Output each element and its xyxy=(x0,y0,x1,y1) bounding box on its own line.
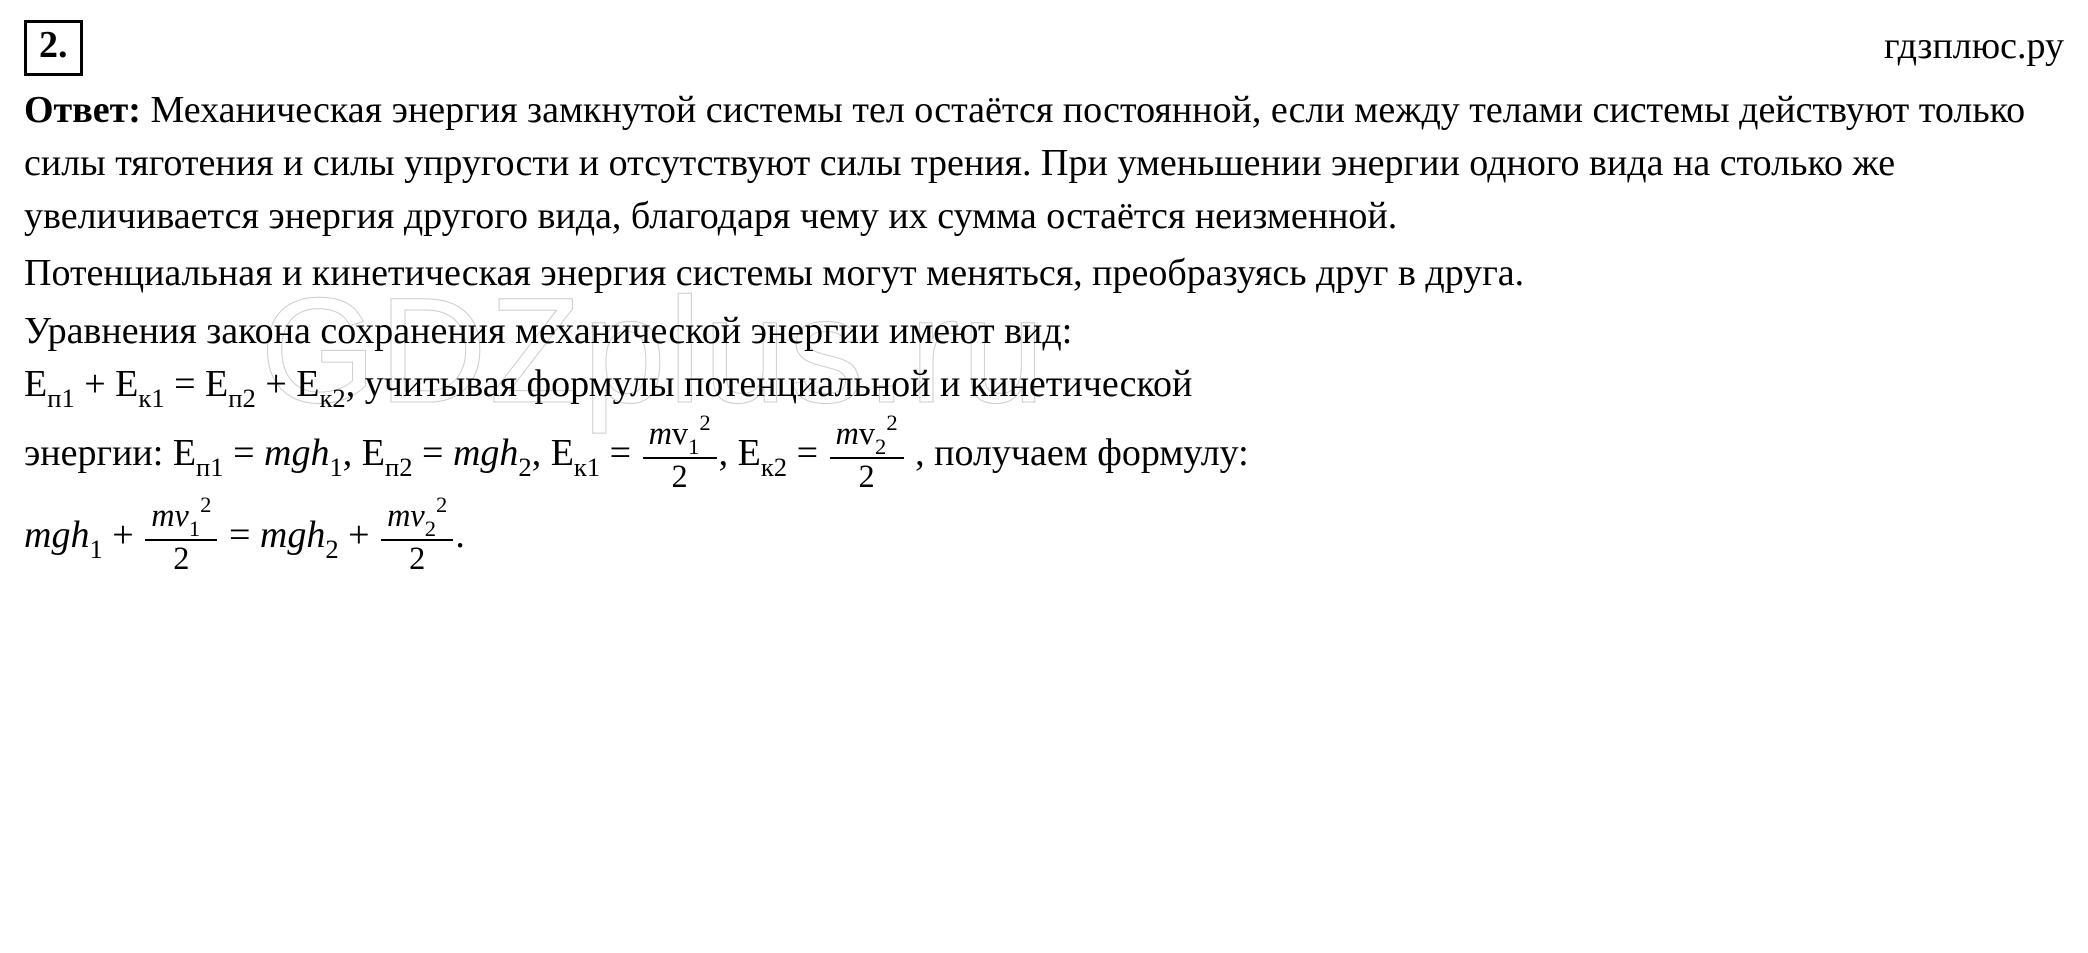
eq1-text: , учитывая формулы потенциальной и кинет… xyxy=(346,363,1193,405)
frac1-denominator: 2 xyxy=(643,459,717,495)
frac2-denominator: 2 xyxy=(830,459,904,495)
frac3-numerator: mv12 xyxy=(145,495,217,541)
fraction-3: mv122 xyxy=(145,495,217,577)
eq-plus-e2: + Е xyxy=(256,363,320,405)
eq2-eq4: = xyxy=(787,432,827,474)
paragraph-1-text: Механическая энергия замкнутой системы т… xyxy=(24,89,2025,237)
eq3-mgh2-m: m xyxy=(260,514,287,556)
eq-plus-e: + Е xyxy=(75,363,139,405)
eq2-sub-p2: п2 xyxy=(385,452,413,482)
frac4-sup: 2 xyxy=(436,492,447,517)
eq3-end: . xyxy=(455,514,465,556)
frac1-numerator: mv12 xyxy=(643,413,717,459)
mgh1-g: g xyxy=(291,432,310,474)
eq2-eq1: = xyxy=(224,432,264,474)
eq2-sub-p1: п1 xyxy=(196,452,224,482)
eq3-mgh1-h: h xyxy=(70,514,89,556)
frac4-numerator: mv22 xyxy=(381,495,453,541)
eq3-plus2: + xyxy=(339,514,379,556)
problem-number-box: 2. xyxy=(24,20,83,76)
fraction-1: mv122 xyxy=(643,413,717,495)
mgh1-sub: 1 xyxy=(329,452,342,482)
eq2-comma3: , Е xyxy=(719,432,761,474)
eq2-prefix: энергии: Е xyxy=(24,432,196,474)
equation-line-3: mgh1 + mv122 = mgh2 + mv222. xyxy=(24,497,2064,579)
frac4-m: m xyxy=(387,497,410,533)
eq3-mgh1-g: g xyxy=(51,514,70,556)
frac1-sub: 1 xyxy=(688,434,699,459)
frac2-m: m xyxy=(836,415,859,451)
mgh2-h: h xyxy=(499,432,518,474)
eq3-mgh2-h: h xyxy=(306,514,325,556)
site-name: гдзплюс.ру xyxy=(1884,20,2064,73)
eq2-text: , получаем формулу: xyxy=(906,432,1249,474)
mgh2-sub: 2 xyxy=(518,452,531,482)
mgh1-h: h xyxy=(310,432,329,474)
frac4-v: v xyxy=(410,497,424,533)
fraction-2: mv222 xyxy=(830,413,904,495)
mgh2-g: g xyxy=(480,432,499,474)
frac3-m: m xyxy=(151,497,174,533)
frac1-v: v xyxy=(672,415,688,451)
frac4-denominator: 2 xyxy=(381,541,453,577)
header-row: 2. гдзплюс.ру xyxy=(24,20,2064,76)
eq3-mgh1-m: m xyxy=(24,514,51,556)
paragraph-1: Ответ: Механическая энергия замкнутой си… xyxy=(24,84,2064,244)
frac2-sub: 2 xyxy=(875,434,886,459)
paragraph-2: Потенциальная и кинетическая энергия сис… xyxy=(24,247,2064,300)
eq-sub-k1: к1 xyxy=(138,383,164,413)
frac1-m: m xyxy=(649,415,672,451)
eq2-sub-k2: к2 xyxy=(761,452,787,482)
eq-sub-k2: к2 xyxy=(319,383,345,413)
eq-e: Е xyxy=(24,363,47,405)
equation-line-1: Еп1 + Ек1 = Еп2 + Ек2, учитывая формулы … xyxy=(24,358,2064,415)
document-content: 2. гдзплюс.ру Ответ: Механическая энерги… xyxy=(24,20,2064,579)
eq3-mgh2-g: g xyxy=(287,514,306,556)
eq3-plus1: + xyxy=(103,514,143,556)
equation-line-2: энергии: Еп1 = mgh1, Еп2 = mgh2, Ек1 = m… xyxy=(24,415,2064,497)
frac2-v: v xyxy=(859,415,875,451)
mgh1-m: m xyxy=(264,432,291,474)
mgh2-m: m xyxy=(453,432,480,474)
eq-sub-p2: п2 xyxy=(228,383,256,413)
answer-content: Ответ: Механическая энергия замкнутой си… xyxy=(24,84,2064,579)
frac1-sup: 2 xyxy=(699,410,710,435)
eq2-comma1: , Е xyxy=(343,432,385,474)
eq3-eq: = xyxy=(219,514,259,556)
eq2-sub-k1: к1 xyxy=(574,452,600,482)
frac3-denominator: 2 xyxy=(145,541,217,577)
eq2-eq3: = xyxy=(600,432,640,474)
fraction-4: mv222 xyxy=(381,495,453,577)
frac3-sup: 2 xyxy=(200,492,211,517)
eq2-comma2: , Е xyxy=(532,432,574,474)
frac3-v: v xyxy=(175,497,189,533)
frac4-sub: 2 xyxy=(425,516,436,541)
paragraph-3: Уравнения закона сохранения механической… xyxy=(24,305,2064,358)
eq3-mgh1-sub: 1 xyxy=(89,534,102,564)
frac3-sub: 1 xyxy=(189,516,200,541)
answer-label: Ответ: xyxy=(24,89,141,131)
frac2-sup: 2 xyxy=(886,410,897,435)
frac2-numerator: mv22 xyxy=(830,413,904,459)
eq2-eq2: = xyxy=(413,432,453,474)
eq-sub-p1: п1 xyxy=(47,383,75,413)
eq3-mgh2-sub: 2 xyxy=(325,534,338,564)
eq-equals-e: = Е xyxy=(165,363,229,405)
